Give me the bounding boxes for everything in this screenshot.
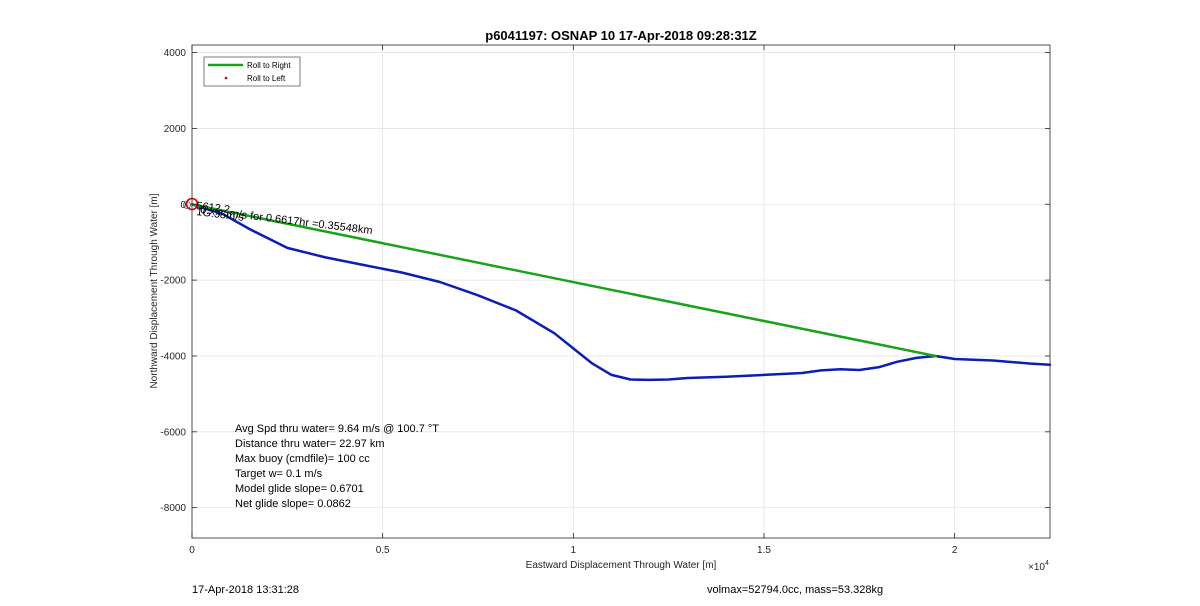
x-exponent-power: 4: [1045, 560, 1049, 567]
y-tick-label: 4000: [164, 48, 187, 59]
stat-distance: Distance thru water= 22.97 km: [235, 438, 385, 450]
footer-timestamp: 17-Apr-2018 13:31:28: [192, 584, 299, 596]
legend-box: [203, 56, 301, 87]
legend-swatch-roll-left: [224, 76, 228, 80]
stats-block: Avg Spd thru water= 9.64 m/s @ 100.7 °T …: [235, 423, 439, 510]
x-tick-label: 1.5: [757, 545, 771, 556]
x-exponent: ×104: [1028, 560, 1049, 573]
legend-label-roll-left: Roll to Left: [247, 74, 286, 83]
series-layer: [190, 203, 1052, 382]
x-tick-label: 2: [952, 545, 958, 556]
x-tick-label: 0.5: [376, 545, 390, 556]
chart-title: p6041197: OSNAP 10 17-Apr-2018 09:28:31Z: [485, 28, 757, 43]
y-tick-label: -6000: [160, 427, 186, 438]
x-axis-label: Eastward Displacement Through Water [m]: [526, 560, 717, 571]
annotation-speed: 1G.35m/s: [196, 206, 245, 224]
series-track-line: [190, 203, 1052, 382]
x-tick-label: 1: [571, 545, 577, 556]
y-tick-label: -4000: [160, 351, 186, 362]
series-net-line: [190, 203, 937, 358]
stat-avg-speed: Avg Spd thru water= 9.64 m/s @ 100.7 °T: [235, 423, 439, 435]
stat-target-w: Target w= 0.1 m/s: [235, 468, 323, 480]
footer-params: volmax=52794.0cc, mass=53.328kg: [707, 584, 883, 596]
legend: Roll to Right Roll to Left: [203, 56, 301, 87]
x-tick-label: 0: [189, 545, 195, 556]
y-tick-label: -8000: [160, 503, 186, 514]
y-tick-label: 2000: [164, 124, 187, 135]
plot-border: [191, 44, 1051, 539]
x-exponent-base: ×10: [1028, 562, 1045, 573]
y-tick-label: -2000: [160, 276, 186, 287]
y-axis-label: Northward Displacement Through Water [m]: [149, 193, 160, 388]
stat-model-glide: Model glide slope= 0.6701: [235, 483, 364, 495]
start-circle-red: [185, 197, 199, 211]
start-marker: [183, 197, 199, 211]
grid: [191, 45, 1050, 538]
stat-net-glide: Net glide slope= 0.0862: [235, 498, 351, 510]
annotation-depth: 5612.2: [196, 200, 231, 216]
start-circle-outline: [183, 201, 191, 209]
legend-label-roll-right: Roll to Right: [247, 61, 291, 70]
stat-max-buoy: Max buoy (cmdfile)= 100 cc: [235, 453, 370, 465]
